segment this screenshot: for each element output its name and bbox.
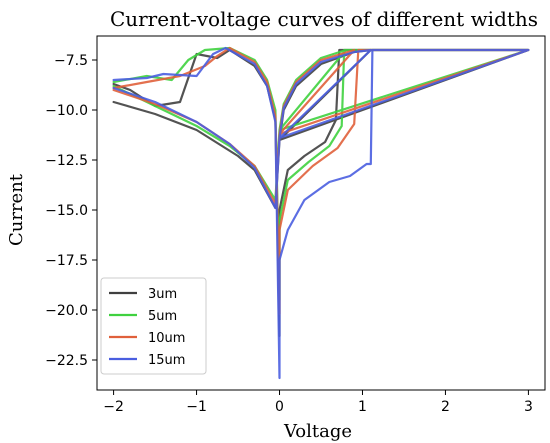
chart-title: Current-voltage curves of different widt… — [110, 7, 538, 31]
legend-label-10um: 10um — [148, 331, 185, 346]
legend: 3um 5um 10um 15um — [100, 277, 207, 375]
series-line-10um — [112, 46, 530, 316]
x-tick-label: 1 — [358, 399, 367, 415]
series-line-15um — [112, 46, 530, 380]
x-tick-label: −2 — [103, 399, 124, 415]
y-tick-label: −15.0 — [45, 203, 88, 219]
y-tick-label: −20.0 — [45, 303, 88, 319]
x-axis-label: Voltage — [283, 421, 352, 442]
plot-area — [96, 35, 546, 391]
x-axis: −2 −1 0 1 2 3 — [103, 390, 533, 415]
y-axis: −22.5 −20.0 −17.5 −15.0 −12.5 −10.0 −7.5 — [45, 53, 97, 369]
x-tick-label: 3 — [524, 399, 533, 415]
x-tick-label: 0 — [275, 399, 284, 415]
y-axis-label: Current — [6, 173, 27, 246]
y-tick-label: −17.5 — [45, 253, 88, 269]
legend-label-15um: 15um — [148, 353, 185, 368]
plot-frame — [96, 35, 546, 391]
y-tick-label: −12.5 — [45, 153, 88, 169]
x-tick-label: −1 — [186, 399, 207, 415]
legend-label-5um: 5um — [148, 309, 177, 324]
legend-box — [100, 277, 207, 375]
y-tick-label: −7.5 — [54, 53, 88, 69]
legend-label-3um: 3um — [148, 287, 177, 302]
y-tick-label: −10.0 — [45, 103, 88, 119]
x-tick-label: 2 — [441, 399, 450, 415]
y-tick-label: −22.5 — [45, 353, 88, 369]
